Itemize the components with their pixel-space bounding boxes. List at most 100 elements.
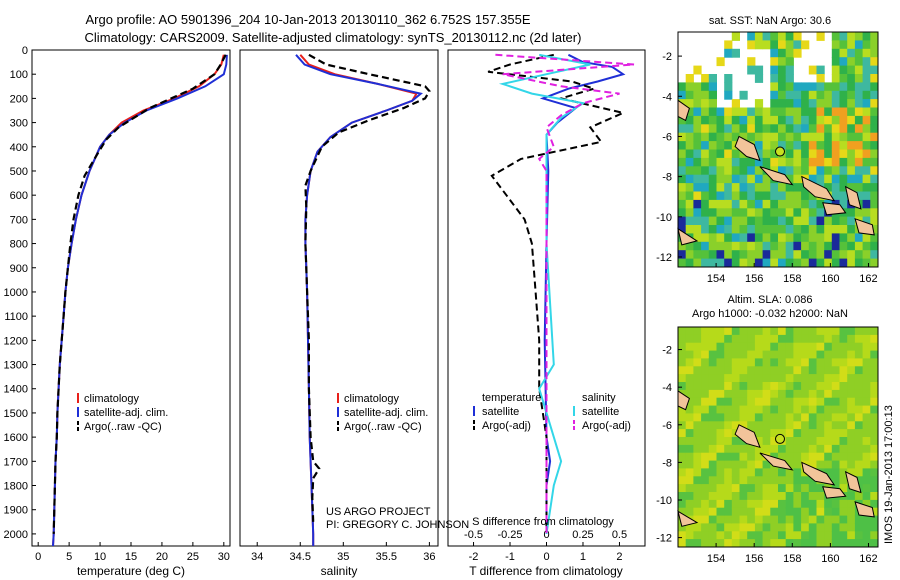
sla-map-cell: [685, 476, 694, 485]
diff-t-tick-label-3: 1: [580, 551, 586, 563]
sla-map-cell: [754, 358, 764, 367]
sst-map-cell: [870, 57, 879, 67]
sst-map-cell: [731, 183, 740, 192]
sla-map-cell: [701, 437, 710, 446]
sla-map-cell: [678, 468, 687, 477]
sla-map-cell: [701, 539, 710, 548]
sla-map-cell: [724, 507, 733, 517]
sst-map-cell: [778, 74, 787, 83]
sla-map-cell: [793, 429, 802, 438]
sla-map-cell: [839, 539, 848, 548]
sst-map-cell: [778, 115, 787, 125]
sst-map-cell: [854, 149, 864, 159]
sla-map-cell: [793, 499, 802, 509]
sst-map-cell: [847, 32, 856, 41]
sla-map-cell: [685, 452, 694, 462]
sla-map-cell: [701, 452, 710, 462]
sst-map-cell: [785, 233, 794, 243]
sla-map-cell: [854, 452, 864, 462]
sst-map-cell: [847, 132, 856, 142]
sla-map-cell: [801, 389, 810, 399]
sla-map-cell: [793, 444, 802, 454]
sst-map-cell: [816, 65, 825, 75]
title-line-2: Climatology: CARS2009. Satellite-adjuste…: [85, 30, 582, 45]
sst-map-cell: [801, 225, 810, 234]
sst-map-cell: [701, 107, 710, 117]
sla-map-cell: [862, 350, 871, 359]
temp-x-tick-label-4: 20: [156, 551, 168, 563]
sst-map-cell: [831, 149, 840, 159]
sst-map-xtick-label-2: 158: [783, 273, 801, 285]
sla-map-cell: [716, 397, 725, 407]
sst-map-argo-marker: [775, 146, 785, 157]
sst-map-cell: [870, 166, 879, 176]
sst-map-cell: [793, 90, 802, 100]
sst-map-cell: [685, 183, 694, 192]
sla-map-cell: [747, 327, 756, 336]
sla-map-cell: [785, 389, 794, 399]
diff-s-tick-label-3: 0.25: [572, 529, 593, 541]
sst-map-cell: [847, 258, 856, 268]
sla-map-cell: [793, 334, 802, 344]
sla-map-cell: [724, 523, 733, 532]
sla-map-cell: [701, 421, 710, 430]
sla-map-cell: [854, 342, 864, 352]
sla-map-cell: [778, 499, 787, 509]
sst-map-cell: [808, 82, 817, 92]
sla-map-cell: [831, 342, 840, 352]
sst-map-cell: [724, 225, 733, 234]
sla-map-cell: [762, 421, 771, 430]
sla-map-cell: [770, 539, 779, 548]
sst-map-cell: [754, 115, 764, 125]
sst-map-cell: [716, 225, 725, 234]
sla-map-cell: [685, 397, 694, 407]
sst-map-cell: [839, 115, 848, 125]
sst-map-cell: [747, 166, 756, 176]
sst-map-cell: [701, 157, 710, 167]
sla-map-cell: [747, 444, 756, 454]
sst-map-cell: [839, 132, 848, 142]
sla-map-cell: [685, 374, 694, 383]
sla-map-cell: [739, 382, 748, 391]
sst-map-cell: [816, 241, 825, 251]
sst-map-cell: [678, 216, 687, 226]
sla-map-cell: [870, 499, 879, 509]
sst-map-cell: [762, 183, 771, 192]
sla-map-cell: [854, 421, 864, 430]
sla-map-cell: [847, 429, 856, 438]
sla-map-cell: [847, 358, 856, 367]
sla-map-cell: [847, 382, 856, 391]
sla-map-cell: [808, 366, 817, 375]
sla-map-cell: [716, 374, 725, 383]
sla-map-cell: [701, 358, 710, 367]
sst-map-cell: [693, 149, 702, 159]
sla-map-cell: [724, 452, 733, 462]
sst-map-cell: [785, 57, 794, 67]
sla-map-cell: [824, 389, 833, 399]
sst-map-cell: [862, 166, 871, 176]
sal-x-tick-label-0: 34: [251, 551, 263, 563]
sst-map-cell: [678, 183, 687, 192]
s-difference-label: S difference from climatology: [472, 516, 614, 528]
sla-map-cell: [678, 507, 687, 517]
sst-map-cell: [816, 82, 825, 92]
sst-map-ytick-label-0: -2: [662, 51, 672, 63]
sst-map-cell: [824, 115, 833, 125]
sst-map-cell: [785, 191, 794, 201]
sla-map-cell: [739, 421, 748, 430]
sst-map-cell: [870, 225, 879, 234]
sla-map-cell: [770, 429, 779, 438]
sst-map-cell: [870, 32, 879, 41]
sla-map-cell: [724, 405, 733, 414]
sst-map-cell: [793, 183, 802, 192]
sla-map-cell: [854, 531, 864, 540]
sla-map-cell: [854, 397, 864, 407]
sla-map-cell: [816, 413, 825, 422]
sst-map-island-3: [822, 202, 847, 216]
sla-map-cell: [716, 389, 725, 399]
difference-x-ticks: -2 -1 0 1 2 -0.5 -0.25 0 0.25 0.5: [464, 529, 627, 563]
sla-map-cell: [793, 531, 802, 540]
depth-y-ticks: 0 100 200 300 400 500 600 700 800 900 1000 1100 1200…: [4, 45, 36, 541]
sst-map-cell: [708, 241, 717, 251]
sst-map-cell: [724, 174, 733, 184]
